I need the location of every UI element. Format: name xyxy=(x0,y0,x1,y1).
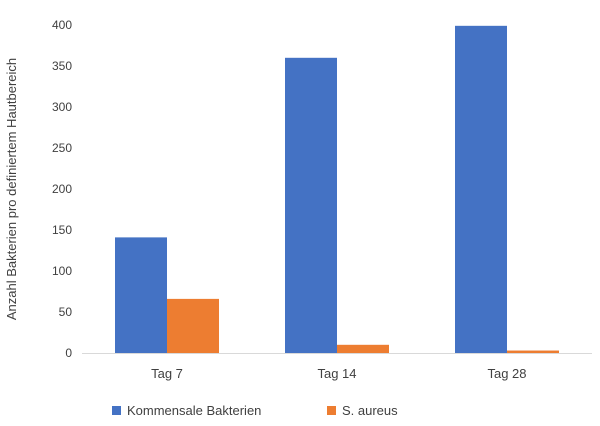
bar-kommensale-tag-7 xyxy=(115,237,167,353)
y-tick-label: 250 xyxy=(52,141,72,155)
y-tick-label: 400 xyxy=(52,18,72,32)
bar-s-aureus-tag-7 xyxy=(167,298,219,353)
x-category-label: Tag 14 xyxy=(317,366,356,381)
bar-s-aureus-tag-14 xyxy=(337,344,389,353)
y-tick-label: 150 xyxy=(52,223,72,237)
y-tick-label: 350 xyxy=(52,59,72,73)
legend: Kommensale Bakterien S. aureus xyxy=(0,400,600,420)
legend-item-kommensale: Kommensale Bakterien xyxy=(112,400,261,420)
y-tick-label: 200 xyxy=(52,182,72,196)
y-tick-label: 300 xyxy=(52,100,72,114)
y-axis-label: Anzahl Bakterien pro definiertem Hautber… xyxy=(4,58,19,320)
bar-chart: Anzahl Bakterien pro definiertem Hautber… xyxy=(4,18,592,381)
bar-s-aureus-tag-28 xyxy=(507,350,559,353)
y-tick-label: 0 xyxy=(65,346,72,360)
legend-swatch-s-aureus xyxy=(327,405,336,415)
bar-kommensale-tag-28 xyxy=(455,25,507,353)
bar-kommensale-tag-14 xyxy=(285,57,337,354)
x-category-label: Tag 28 xyxy=(487,366,526,381)
legend-item-s-aureus: S. aureus xyxy=(327,400,398,420)
x-category-label: Tag 7 xyxy=(151,366,183,381)
legend-swatch-kommensale xyxy=(112,405,121,415)
legend-label-kommensale: Kommensale Bakterien xyxy=(127,402,262,418)
legend-label-s-aureus: S. aureus xyxy=(342,402,398,418)
y-tick-label: 50 xyxy=(59,305,73,319)
y-tick-label: 100 xyxy=(52,264,72,278)
